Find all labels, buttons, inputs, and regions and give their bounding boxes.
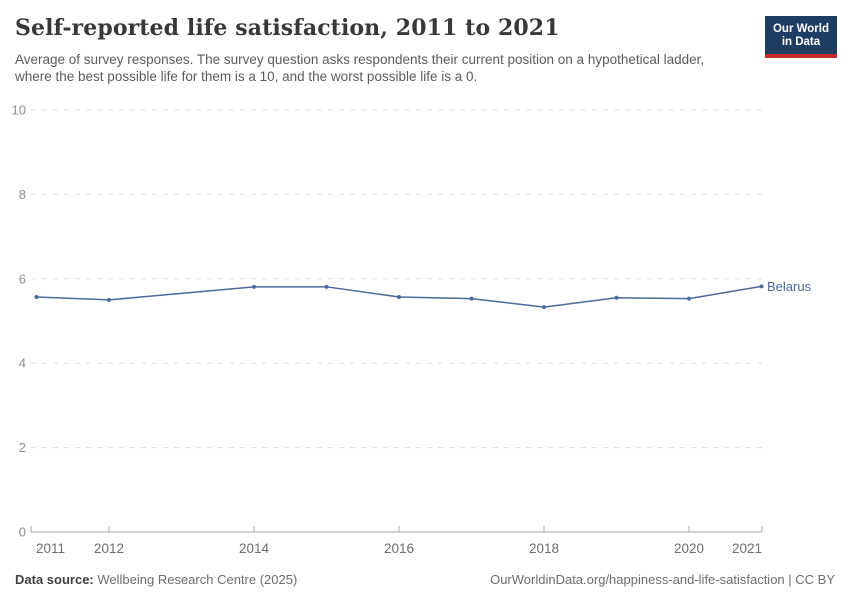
data-point[interactable] <box>107 297 111 302</box>
x-axis-tick-label: 2020 <box>674 541 704 556</box>
data-source-label: Data source: <box>15 572 94 587</box>
owid-logo-line1: Our World <box>772 23 829 35</box>
data-point[interactable] <box>469 296 474 301</box>
x-axis-tick-label: 2016 <box>384 541 414 556</box>
y-axis-tick-label: 2 <box>19 440 26 455</box>
x-axis-tick-label: 2011 <box>36 541 65 556</box>
y-axis-tick-label: 6 <box>19 271 26 286</box>
data-point[interactable] <box>324 284 329 289</box>
data-point[interactable] <box>252 284 256 289</box>
x-axis-tick-label: 2021 <box>732 541 762 556</box>
owid-url-link[interactable]: OurWorldinData.org/happiness-and-life-sa… <box>490 572 785 587</box>
chart-subtitle: Average of survey responses. The survey … <box>15 52 705 84</box>
chart-title: Self-reported life satisfaction, 2011 to… <box>15 15 560 41</box>
x-axis-tick-label: 2012 <box>94 541 124 556</box>
owid-logo[interactable]: Our World in Data <box>764 16 837 58</box>
data-point[interactable] <box>34 294 39 299</box>
footer-right: OurWorldinData.org/happiness-and-life-sa… <box>490 572 835 587</box>
data-point[interactable] <box>397 294 401 299</box>
footer-separator: | <box>784 572 796 587</box>
y-axis-tick-label: 4 <box>19 356 26 371</box>
data-source: Data source: Wellbeing Research Centre (… <box>15 572 297 587</box>
entity-label[interactable]: Belarus <box>767 279 812 294</box>
y-axis-tick-label: 8 <box>19 187 26 202</box>
data-point[interactable] <box>687 296 691 301</box>
x-axis-tick-label: 2018 <box>529 541 559 556</box>
series-line-belarus[interactable] <box>35 285 763 308</box>
owid-logo-line2: in Data <box>781 36 821 48</box>
x-axis-tick-label: 2014 <box>239 541 270 556</box>
y-axis-tick-label: 10 <box>12 103 26 118</box>
chart-footer: Data source: Wellbeing Research Centre (… <box>15 572 835 587</box>
data-point[interactable] <box>542 305 546 310</box>
y-axis-tick-label: 0 <box>19 525 26 540</box>
data-point[interactable] <box>759 284 764 289</box>
data-point[interactable] <box>614 295 619 300</box>
license-link[interactable]: CC BY <box>795 572 835 587</box>
data-source-value: Wellbeing Research Centre (2025) <box>93 572 298 587</box>
